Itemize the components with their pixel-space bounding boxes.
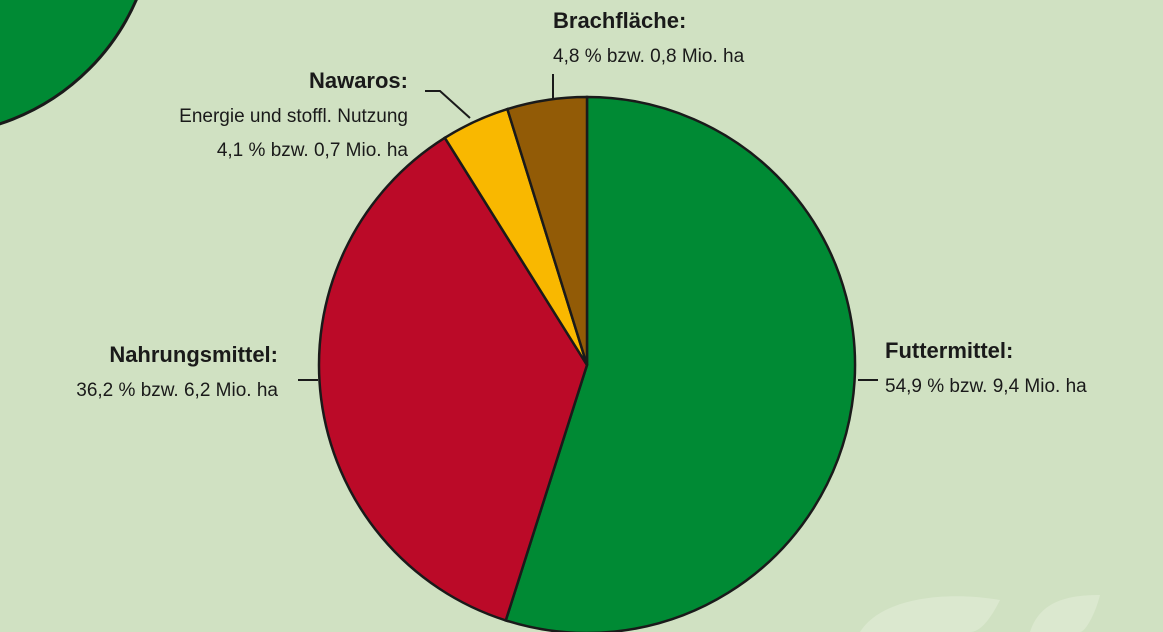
leader-line [425, 91, 470, 118]
value-label: 54,9 % bzw. 9,4 Mio. ha [885, 376, 1087, 397]
category-label: Nawaros: [309, 68, 408, 93]
value-label: 4,1 % bzw. 0,7 Mio. ha [217, 140, 409, 161]
page: {"chart_data": {"type": "pie", "categori… [0, 0, 1163, 632]
decor-leaf [1030, 595, 1100, 632]
category-description: Energie und stoffl. Nutzung [179, 106, 408, 127]
pie [319, 97, 855, 632]
decor-circle [0, 0, 155, 135]
category-label: Nahrungsmittel: [109, 342, 278, 367]
category-label: Brachfläche: [553, 8, 686, 33]
chart: Futtermittel: 54,9 % bzw. 9,4 Mio. ha Nahr… [0, 0, 1163, 632]
value-label: 36,2 % bzw. 6,2 Mio. ha [76, 380, 278, 401]
category-label: Futtermittel: [885, 338, 1013, 363]
value-label: 4,8 % bzw. 0,8 Mio. ha [553, 46, 745, 67]
decor-leaf [860, 596, 1000, 632]
